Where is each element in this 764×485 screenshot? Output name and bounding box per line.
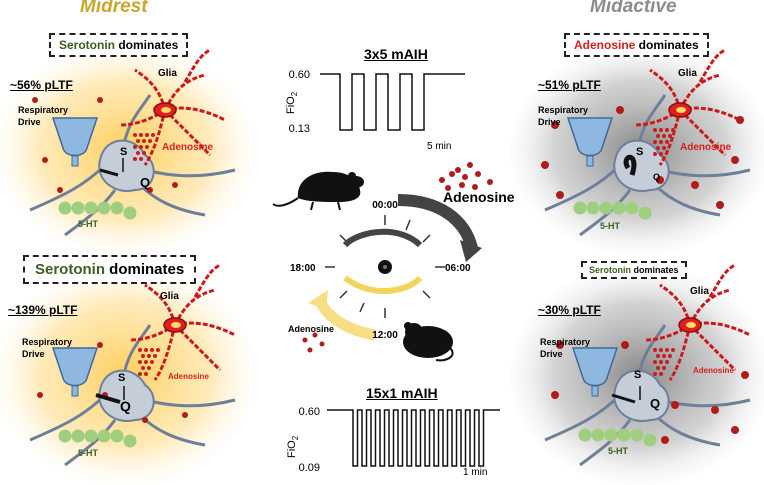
sq-arrow-bottom-left	[95, 386, 125, 404]
dominates-rest: dominates	[105, 261, 185, 278]
scattered-dots-top-left	[32, 97, 178, 193]
protocol-bottom-title: 15x1 mAIH	[366, 385, 438, 401]
clock-ticks	[325, 215, 445, 318]
dominates-box-bottom-left: Serotonin dominates	[23, 255, 197, 284]
pltf-top-right: ~51% pLTF	[538, 78, 601, 92]
glia-label-bottom-left: Glia	[160, 291, 179, 302]
dominates-rest: dominates	[631, 265, 679, 275]
q-label-bottom-right: Q	[650, 396, 661, 411]
protocol-top-trace: 0.60 0.13 FiO2	[285, 69, 465, 135]
adenosine-label-top-right: Adenosine	[680, 142, 732, 153]
drive-label-top-right: Respiratory Drive	[538, 105, 589, 127]
adenosine-dots-bottom-right	[653, 348, 675, 376]
time-06: 06:00	[445, 263, 471, 274]
ht-label-top-left: 5-HT	[78, 219, 98, 229]
drive-label-bottom-left: Respiratory Drive	[22, 337, 73, 359]
glia-label-top-left: Glia	[158, 68, 177, 79]
protocol-top-title: 3x5 mAIH	[364, 46, 428, 62]
s-label-top-left: S	[120, 146, 128, 158]
fio2-trace	[320, 73, 465, 131]
dominates-box-bottom-right: Serotonin dominates	[581, 261, 687, 279]
ht-label-top-right: 5-HT	[600, 221, 620, 231]
dominates-word: Serotonin	[59, 38, 115, 52]
rest-arc	[343, 275, 423, 294]
dominates-box-top-left: Serotonin dominates	[49, 33, 189, 57]
sq-arrow-top-right	[623, 154, 637, 176]
time-12: 12:00	[372, 330, 398, 341]
s-label-bottom-left: S	[118, 372, 126, 384]
dominates-box-top-right: Adenosine dominates	[564, 33, 709, 57]
adenosine-big-label: Adenosine	[443, 189, 515, 205]
y-high-label: 0.60	[299, 406, 320, 418]
s-label-top-right: S	[636, 146, 644, 158]
protocol-bottom-trace: 0.60 0.09 FiO2	[286, 406, 500, 474]
time-18: 18:00	[290, 263, 316, 274]
y-axis-label: FiO2	[286, 435, 300, 458]
glia-label-top-right: Glia	[678, 68, 697, 79]
y-axis-label: FiO2	[285, 91, 299, 114]
q-label-top-left: Q	[140, 175, 151, 190]
sq-arrow-top-left	[99, 158, 124, 177]
protocol-top-duration: 5 min	[427, 141, 452, 152]
adenosine-cluster-big	[439, 162, 493, 191]
adenosine-label-bottom-right: Adenosine	[693, 366, 734, 375]
ht-label-bottom-left: 5-HT	[78, 448, 98, 458]
active-arc	[342, 228, 423, 248]
adenosine-dots-bottom-left	[138, 348, 160, 376]
midactive-title: Midactive	[590, 0, 677, 17]
protocol-bottom-duration: 1 min	[463, 467, 488, 478]
dominates-word: Adenosine	[574, 38, 636, 52]
midrest-title: Midrest	[80, 0, 148, 17]
active-mouse-icon	[272, 171, 364, 211]
y-high-label: 0.60	[289, 69, 310, 81]
glia-label-bottom-right: Glia	[690, 286, 709, 297]
dominates-rest: dominates	[115, 38, 179, 52]
drive-label-bottom-right: Respiratory Drive	[540, 337, 591, 359]
sleeping-mouse-icon	[403, 322, 454, 362]
sq-arrow-bottom-right	[611, 386, 641, 404]
y-low-label: 0.13	[289, 123, 310, 135]
time-00: 00:00	[372, 200, 398, 211]
scattered-dots-top-right	[541, 106, 744, 209]
scattered-dots-bottom-right	[551, 341, 749, 444]
adenosine-small-label: Adenosine	[288, 324, 334, 334]
y-low-label: 0.09	[299, 462, 320, 474]
pltf-bottom-right: ~30% pLTF	[538, 303, 601, 317]
fio2-trace	[327, 409, 500, 467]
s-label-bottom-right: S	[634, 369, 642, 381]
adenosine-label-bottom-left: Adenosine	[168, 372, 209, 381]
adenosine-cluster-small	[302, 332, 325, 353]
dominates-word: Serotonin	[35, 261, 105, 278]
pltf-top-left: ~56% pLTF	[10, 78, 73, 92]
ht-label-bottom-right: 5-HT	[608, 446, 628, 456]
dominates-word: Serotonin	[589, 265, 631, 275]
q-label-top-right: Q	[653, 172, 661, 182]
day-night-clock: 00:00 06:00 12:00 18:00 Adenosine Adenos…	[272, 162, 515, 362]
q-label-bottom-left: Q	[120, 398, 131, 414]
adenosine-label-top-left: Adenosine	[162, 142, 214, 153]
drive-label-top-left: Respiratory Drive	[18, 105, 69, 127]
ht-chain-bottom-right	[578, 428, 657, 447]
dominates-rest: dominates	[635, 38, 699, 52]
pltf-bottom-left: ~139% pLTF	[8, 303, 78, 317]
adenosine-arrow	[397, 194, 478, 250]
